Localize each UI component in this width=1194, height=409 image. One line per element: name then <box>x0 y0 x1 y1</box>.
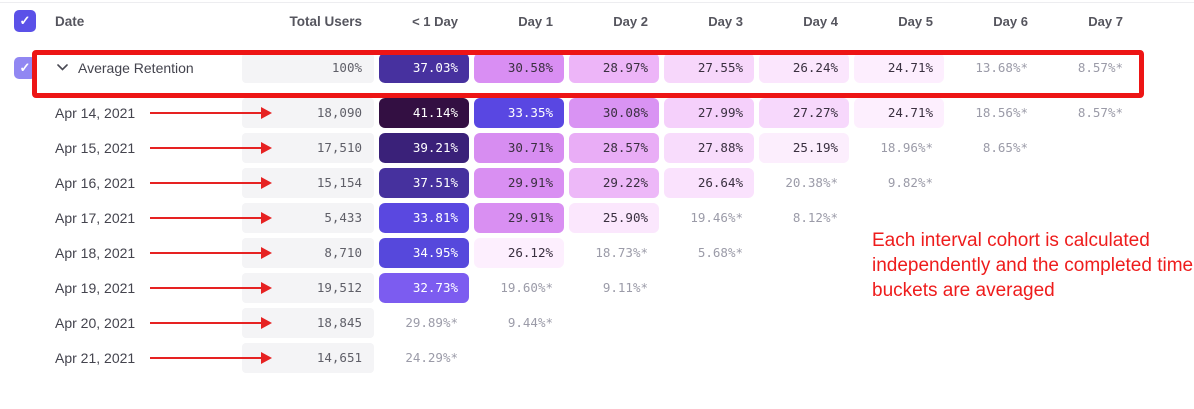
cohort-row-apr-16-2021: Apr 16, 2021 15,154 37.51% 29.91% 29.22% 26.6… <box>12 165 1134 200</box>
retention-cell[interactable]: 8.57%* <box>1077 104 1123 120</box>
retention-cell[interactable]: 19.60%* <box>500 279 553 295</box>
retention-cell[interactable]: 9.11%* <box>602 279 648 295</box>
retention-cell[interactable]: 24.71% <box>854 97 944 128</box>
column-header-day-1: Day 1 <box>518 13 553 29</box>
retention-cell[interactable]: 33.35% <box>474 97 564 128</box>
retention-cell[interactable]: 29.91% <box>474 202 564 233</box>
column-header-day-6: Day 6 <box>993 13 1028 29</box>
column-header-day-3: Day 3 <box>708 13 743 29</box>
retention-cell[interactable]: 18.96%* <box>880 139 933 155</box>
retention-cell[interactable]: 25.19% <box>759 132 849 163</box>
cohort-table-body: ✓ Average Retention 100% 37.03% 30.58% 28.97%… <box>12 50 1134 375</box>
column-header-day-7: Day 7 <box>1088 13 1123 29</box>
retention-cell[interactable]: 20.38%* <box>785 174 838 190</box>
total-users-cell: 14,651 <box>242 342 374 373</box>
retention-cell[interactable]: 30.08% <box>569 97 659 128</box>
total-users-cell: 8,710 <box>242 237 374 268</box>
cohort-row-apr-20-2021: Apr 20, 2021 18,845 29.89%* 9.44%* <box>12 305 1134 340</box>
cohort-date-label: Apr 20, 2021 <box>55 314 136 331</box>
cohort-row-apr-19-2021: Apr 19, 2021 19,512 32.73% 19.60%* 9.11%* <box>12 270 1134 305</box>
retention-cell[interactable]: 24.71% <box>854 52 944 83</box>
retention-cell[interactable]: 37.51% <box>379 167 469 198</box>
retention-cell[interactable]: 18.56%* <box>975 104 1028 120</box>
retention-cell[interactable]: 34.95% <box>379 237 469 268</box>
average-retention-label: Average Retention <box>78 59 194 76</box>
cohort-date-label: Apr 21, 2021 <box>55 349 136 366</box>
retention-cell[interactable]: 9.44%* <box>507 314 553 330</box>
retention-cell[interactable]: 24.29%* <box>405 349 458 365</box>
cohort-date-label: Apr 19, 2021 <box>55 279 136 296</box>
total-users-cell: 100% <box>242 52 374 83</box>
total-users-cell: 17,510 <box>242 132 374 163</box>
average-row-checkbox[interactable]: ✓ <box>14 56 36 79</box>
retention-cell[interactable]: 19.46%* <box>690 209 743 225</box>
retention-cell[interactable]: 30.71% <box>474 132 564 163</box>
cohort-date-label: Apr 14, 2021 <box>55 104 136 121</box>
column-header-date: Date <box>55 13 85 29</box>
retention-cell[interactable]: 37.03% <box>379 52 469 83</box>
cohort-date-label: Apr 17, 2021 <box>55 209 136 226</box>
retention-cell[interactable]: 27.99% <box>664 97 754 128</box>
retention-cell[interactable]: 9.82%* <box>887 174 933 190</box>
retention-cell[interactable]: 27.55% <box>664 52 754 83</box>
retention-cell[interactable]: 28.97% <box>569 52 659 83</box>
total-users-cell: 5,433 <box>242 202 374 233</box>
column-header-day-4: Day 4 <box>803 13 838 29</box>
retention-cell[interactable]: 26.64% <box>664 167 754 198</box>
retention-cell[interactable]: 8.57%* <box>1077 59 1123 75</box>
retention-cell[interactable]: 28.57% <box>569 132 659 163</box>
total-users-cell: 15,154 <box>242 167 374 198</box>
cohort-date-label: Apr 18, 2021 <box>55 244 136 261</box>
retention-cell[interactable]: 27.88% <box>664 132 754 163</box>
cohort-date-label: Apr 16, 2021 <box>55 174 136 191</box>
average-retention-row: ✓ Average Retention 100% 37.03% 30.58% 28.97%… <box>12 50 1134 85</box>
retention-cell[interactable]: 30.58% <box>474 52 564 83</box>
divider <box>0 2 1194 3</box>
retention-cell[interactable]: 29.22% <box>569 167 659 198</box>
total-users-cell: 18,090 <box>242 97 374 128</box>
retention-cell[interactable]: 8.65%* <box>982 139 1028 155</box>
retention-cell[interactable]: 18.73%* <box>595 244 648 260</box>
retention-cell[interactable]: 27.27% <box>759 97 849 128</box>
retention-cell[interactable]: 25.90% <box>569 202 659 233</box>
retention-cell[interactable]: 41.14% <box>379 97 469 128</box>
column-header-total-users: Total Users <box>289 13 362 29</box>
header-row: ✓ Date Total Users < 1 Day Day 1 Day 2 Day … <box>12 6 1134 36</box>
retention-cell[interactable]: 26.24% <box>759 52 849 83</box>
cohort-row-apr-15-2021: Apr 15, 2021 17,510 39.21% 30.71% 28.57% 27.8… <box>12 130 1134 165</box>
select-all-checkbox[interactable]: ✓ <box>14 10 36 32</box>
cohort-date-label: Apr 15, 2021 <box>55 139 136 156</box>
cohort-row-apr-21-2021: Apr 21, 2021 14,651 24.29%* <box>12 340 1134 375</box>
retention-cell[interactable]: 32.73% <box>379 272 469 303</box>
retention-cell[interactable]: 33.81% <box>379 202 469 233</box>
retention-cell[interactable]: 29.89%* <box>405 314 458 330</box>
column-header-day-0: < 1 Day <box>412 13 458 29</box>
retention-cell[interactable]: 5.68%* <box>697 244 743 260</box>
cohort-row-apr-17-2021: Apr 17, 2021 5,433 33.81% 29.91% 25.90% 19.46… <box>12 200 1134 235</box>
retention-cell[interactable]: 8.12%* <box>792 209 838 225</box>
total-users-cell: 19,512 <box>242 272 374 303</box>
column-header-day-5: Day 5 <box>898 13 933 29</box>
chevron-down-icon[interactable] <box>55 62 70 73</box>
retention-cell[interactable]: 29.91% <box>474 167 564 198</box>
total-users-cell: 18,845 <box>242 307 374 338</box>
retention-cell[interactable]: 39.21% <box>379 132 469 163</box>
retention-table: ✓ Date Total Users < 1 Day Day 1 Day 2 Day … <box>12 6 1134 375</box>
cohort-row-apr-18-2021: Apr 18, 2021 8,710 34.95% 26.12% 18.73%* 5.68… <box>12 235 1134 270</box>
cohort-row-apr-14-2021: Apr 14, 2021 18,090 41.14% 33.35% 30.08% 27.9… <box>12 95 1134 130</box>
retention-cell[interactable]: 13.68%* <box>975 59 1028 75</box>
column-header-day-2: Day 2 <box>613 13 648 29</box>
retention-cell[interactable]: 26.12% <box>474 237 564 268</box>
annotation-text: Each interval cohort is calculated indep… <box>872 230 1194 301</box>
